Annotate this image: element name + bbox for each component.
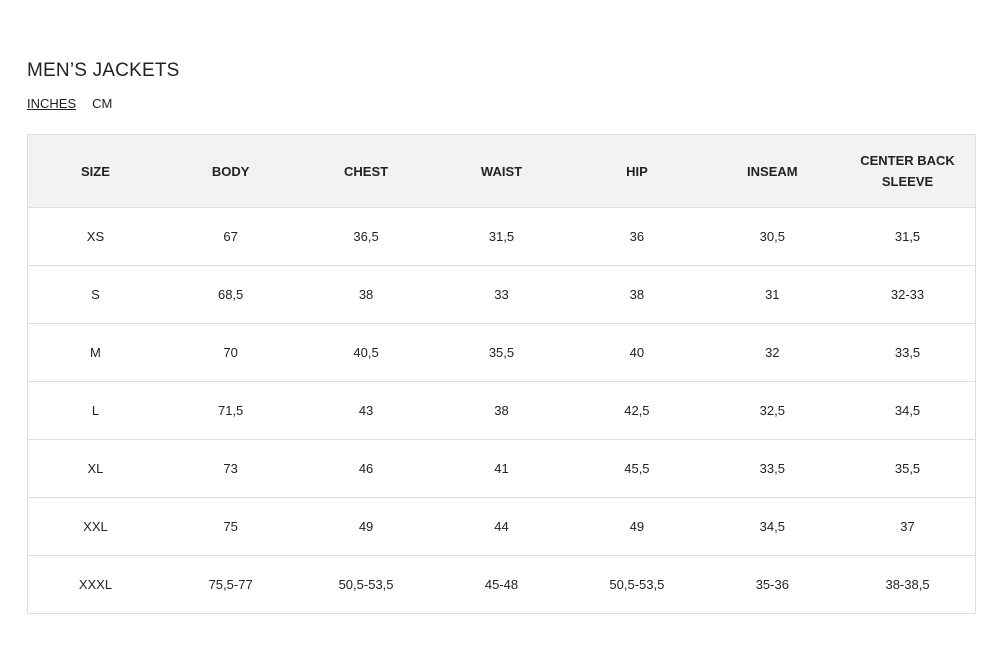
table-cell: S [27, 265, 163, 324]
table-cell: 42,5 [569, 381, 705, 440]
column-header: HIP [569, 134, 705, 208]
table-cell: 38 [298, 265, 434, 324]
table-cell: 38 [433, 381, 570, 440]
table-row: XL 73 46 41 45,5 33,5 35,5 [27, 439, 976, 498]
column-header: CHEST [298, 134, 434, 208]
table-row: XXL 75 49 44 49 34,5 37 [27, 497, 976, 556]
column-header: CENTER BACK SLEEVE [840, 134, 976, 208]
table-cell: 33 [433, 265, 570, 324]
table-cell: 45-48 [433, 555, 570, 614]
table-cell: 41 [433, 439, 570, 498]
column-header: BODY [162, 134, 299, 208]
table-cell: 34,5 [840, 381, 976, 440]
table-cell: 36,5 [298, 207, 434, 266]
table-cell: 33,5 [704, 439, 841, 498]
table-cell: 36 [569, 207, 705, 266]
table-cell: L [27, 381, 163, 440]
table-cell: 31 [704, 265, 841, 324]
table-cell: 68,5 [162, 265, 299, 324]
table-cell: 46 [298, 439, 434, 498]
table-cell: 40 [569, 323, 705, 382]
table-cell: XL [27, 439, 163, 498]
table-row: XXXL 75,5-77 50,5-53,5 45-48 50,5-53,5 35-36 3… [27, 555, 976, 614]
table-cell: 38-38,5 [840, 555, 976, 614]
table-cell: 35,5 [433, 323, 570, 382]
unit-inches-link[interactable]: INCHES [27, 96, 77, 111]
table-cell: 70 [162, 323, 299, 382]
column-header: INSEAM [704, 134, 841, 208]
table-row: XS 67 36,5 31,5 36 30,5 31,5 [27, 207, 976, 266]
table-cell: 32-33 [840, 265, 976, 324]
table-cell: 33,5 [840, 323, 976, 382]
table-cell: 32,5 [704, 381, 841, 440]
table-cell: 32 [704, 323, 841, 382]
column-header: SIZE [27, 134, 163, 208]
table-cell: 67 [162, 207, 299, 266]
table-cell: 34,5 [704, 497, 841, 556]
table-cell: 71,5 [162, 381, 299, 440]
table-body: XS 67 36,5 31,5 36 30,5 31,5 S 68,5 38 33 38 31 32-33… [27, 207, 976, 614]
unit-cm-link[interactable]: CM [92, 96, 113, 111]
table-cell: 73 [162, 439, 299, 498]
unit-toggle: INCHES CM [27, 96, 112, 111]
table-cell: 31,5 [840, 207, 976, 266]
table-cell: XXXL [27, 555, 163, 614]
column-header: WAIST [433, 134, 570, 208]
table-row: M 70 40,5 35,5 40 32 33,5 [27, 323, 976, 382]
table-cell: 35,5 [840, 439, 976, 498]
table-cell: 49 [298, 497, 434, 556]
table-cell: 38 [569, 265, 705, 324]
table-row: L 71,5 43 38 42,5 32,5 34,5 [27, 381, 976, 440]
table-row: S 68,5 38 33 38 31 32-33 [27, 265, 976, 324]
table-cell: M [27, 323, 163, 382]
table-cell: 37 [840, 497, 976, 556]
table-cell: 45,5 [569, 439, 705, 498]
table-cell: 35-36 [704, 555, 841, 614]
table-cell: 75 [162, 497, 299, 556]
table-cell: 43 [298, 381, 434, 440]
table-cell: 49 [569, 497, 705, 556]
table-cell: XS [27, 207, 163, 266]
size-chart-table: SIZE BODY CHEST WAIST HIP INSEAM CENTER BACK S… [27, 134, 976, 614]
table-cell: 50,5-53,5 [298, 555, 434, 614]
table-cell: 30,5 [704, 207, 841, 266]
table-header-row: SIZE BODY CHEST WAIST HIP INSEAM CENTER BACK S… [27, 134, 976, 208]
table-cell: 40,5 [298, 323, 434, 382]
table-cell: 31,5 [433, 207, 570, 266]
table-cell: 44 [433, 497, 570, 556]
table-cell: 50,5-53,5 [569, 555, 705, 614]
table-cell: 75,5-77 [162, 555, 299, 614]
table-cell: XXL [27, 497, 163, 556]
page-title: MEN’S JACKETS [27, 60, 180, 81]
